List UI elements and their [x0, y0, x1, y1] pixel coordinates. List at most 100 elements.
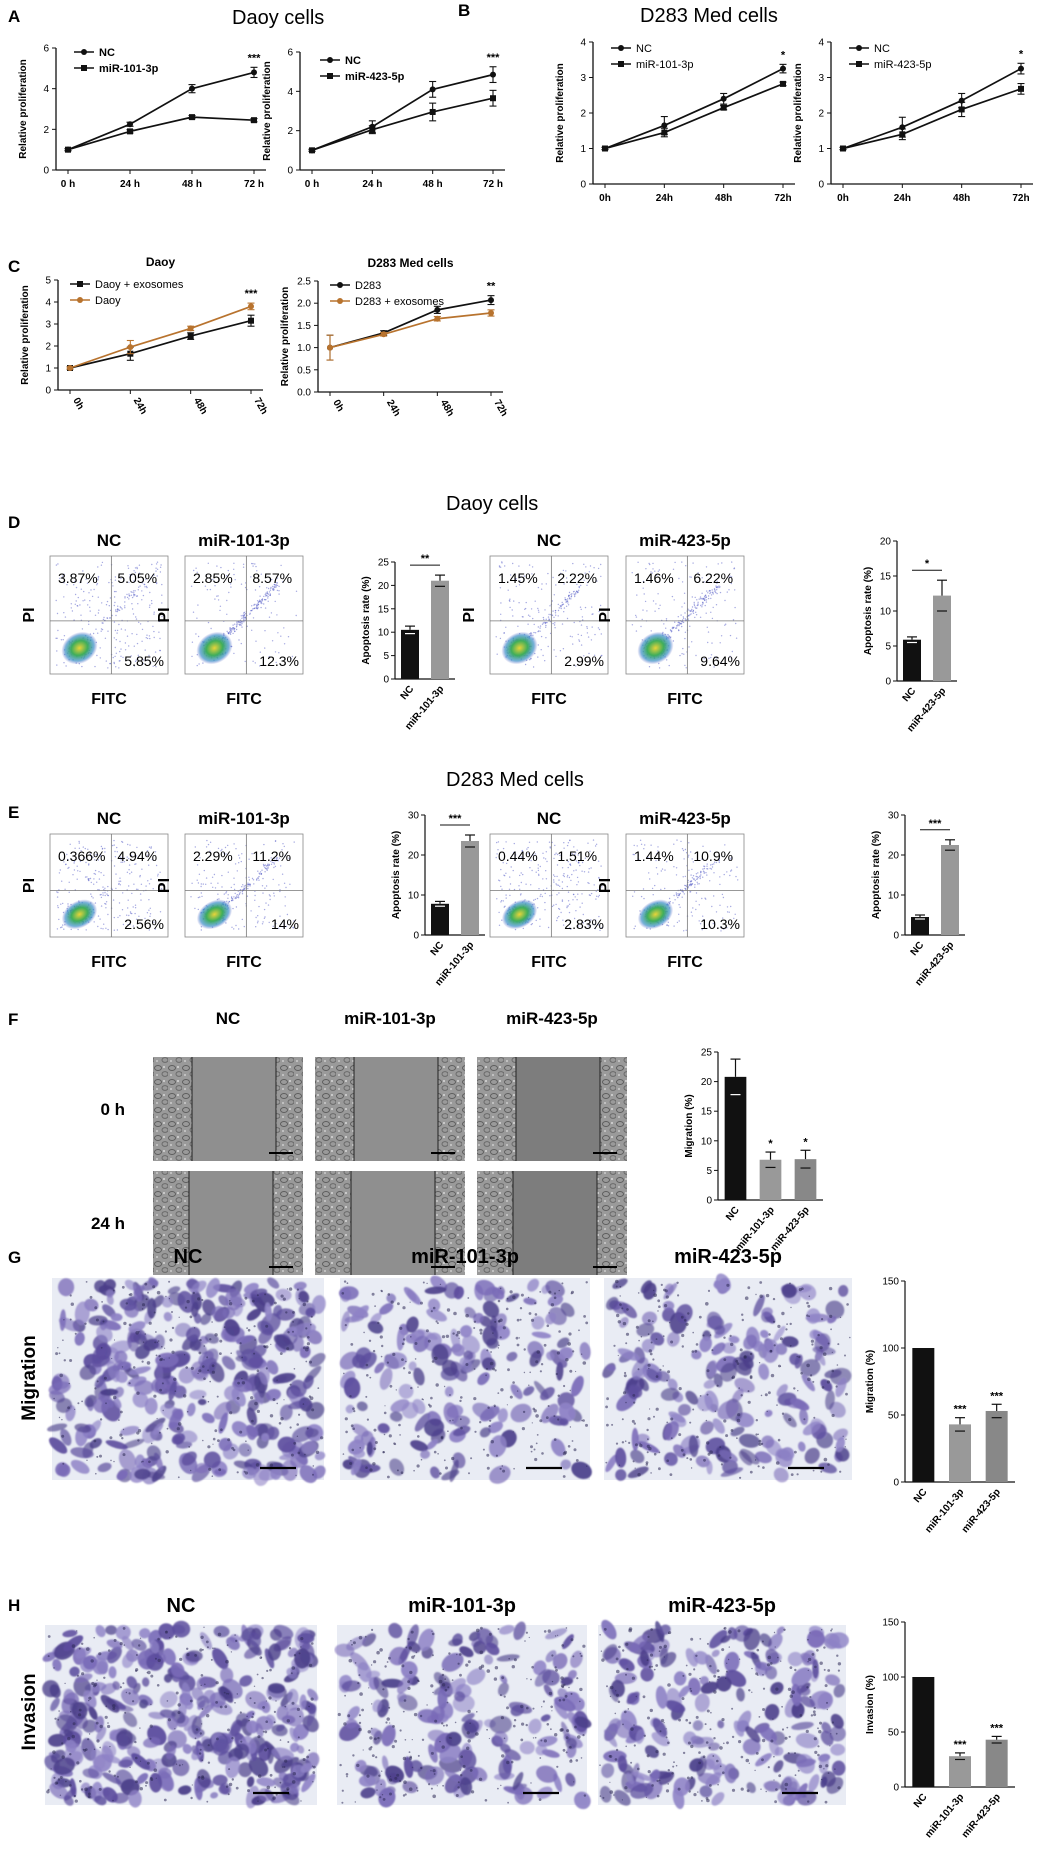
flow-event: [156, 575, 158, 577]
flow-event: [141, 582, 143, 584]
flow-event: [254, 563, 256, 565]
flow-event: [657, 593, 659, 595]
flow-event: [569, 839, 571, 841]
y-axis-label: Relative proliferation: [18, 59, 29, 158]
flow-event: [568, 594, 570, 597]
flow-event: [131, 591, 133, 593]
flow-event: [198, 873, 201, 875]
flow-event: [663, 623, 665, 625]
flow-event: [255, 603, 257, 606]
flow-event: [95, 578, 98, 580]
y-tick-label: 1: [45, 364, 51, 375]
flow-event: [235, 626, 238, 628]
flow-event: [220, 566, 222, 569]
flow-event: [556, 919, 558, 922]
flow-event: [120, 648, 122, 650]
flow-event: [238, 854, 240, 856]
flow-event: [580, 624, 583, 626]
quadrant-q2-percent: 6.22%: [693, 570, 733, 586]
flow-event: [528, 564, 531, 566]
legend-label: D283: [355, 280, 381, 292]
flow-event: [105, 604, 108, 606]
flow-event: [135, 595, 138, 597]
flow-event: [573, 893, 575, 896]
flow-event: [677, 624, 679, 626]
flow-event: [646, 610, 648, 612]
flow-event: [555, 903, 557, 906]
flow-event: [631, 572, 633, 574]
flow-event: [575, 910, 577, 912]
y-tick-label: 20: [378, 581, 390, 592]
flow-event: [537, 626, 539, 628]
flow-event: [236, 621, 238, 623]
flow-event: [69, 843, 71, 845]
x-tick-label: 48h: [191, 396, 209, 416]
flow-event: [196, 879, 198, 881]
flow-event: [255, 916, 257, 919]
flow-event: [554, 627, 556, 629]
flow-event: [256, 608, 258, 610]
flow-event: [537, 644, 539, 646]
flow-event: [230, 586, 232, 588]
flow-event: [264, 647, 266, 649]
flow-event: [252, 879, 255, 881]
flow-event: [213, 873, 216, 876]
flow-event: [161, 602, 163, 604]
legend-label: D283 + exosomes: [355, 296, 444, 308]
flow-event: [655, 603, 657, 605]
legend-label: Daoy: [95, 295, 121, 307]
flow-event: [138, 564, 141, 566]
flow-event: [264, 916, 266, 918]
x-tick-label: 72h: [251, 396, 269, 416]
flow-event: [154, 651, 157, 653]
flow-event: [554, 609, 557, 612]
flow-event: [92, 632, 95, 635]
y-axis-label: Relative proliferation: [555, 63, 566, 162]
flow-event: [116, 610, 119, 613]
flow-event: [665, 627, 667, 629]
flow-title: miR-101-3p: [198, 809, 290, 828]
y-tick-label: 2: [43, 125, 49, 136]
flow-event: [197, 908, 199, 911]
flow-event: [75, 586, 78, 589]
flow-event: [201, 895, 203, 898]
flow-x-label: FITC: [91, 691, 127, 708]
flow-event: [682, 616, 684, 618]
flow-event: [519, 894, 522, 896]
flow-event: [148, 899, 150, 901]
flow-event: [236, 896, 239, 898]
flow-event: [115, 614, 117, 617]
flow-event: [577, 590, 579, 593]
flow-event: [544, 660, 546, 662]
flow-event: [725, 623, 727, 625]
flow-event: [274, 840, 277, 842]
flow-event: [55, 564, 58, 566]
flow-event: [134, 571, 137, 574]
flow-event: [86, 582, 89, 584]
flow-event: [269, 895, 271, 897]
flow-event: [57, 629, 59, 632]
flow-event: [568, 911, 571, 914]
flow-event: [528, 841, 531, 843]
flow-event: [57, 905, 59, 907]
flow-event: [714, 588, 716, 590]
flow-event: [159, 649, 161, 652]
flow-event: [707, 595, 710, 597]
flow-event: [124, 605, 126, 607]
flow-event: [159, 566, 162, 568]
flow-x-label: FITC: [667, 691, 703, 708]
flow-event: [648, 666, 651, 668]
legend-marker: [77, 297, 83, 303]
flow-event: [157, 873, 159, 875]
y-tick-label: 15: [378, 604, 390, 615]
flow-x-label: FITC: [226, 954, 262, 971]
flow-event: [233, 877, 235, 879]
flow-event: [197, 635, 200, 638]
flow-event: [102, 892, 104, 894]
y-tick-label: 5: [885, 642, 891, 653]
flow-event: [558, 892, 560, 894]
y-tick-label: 20: [880, 537, 892, 548]
flow-event: [590, 867, 592, 869]
flow-event: [500, 613, 502, 615]
flow-event: [593, 567, 595, 569]
